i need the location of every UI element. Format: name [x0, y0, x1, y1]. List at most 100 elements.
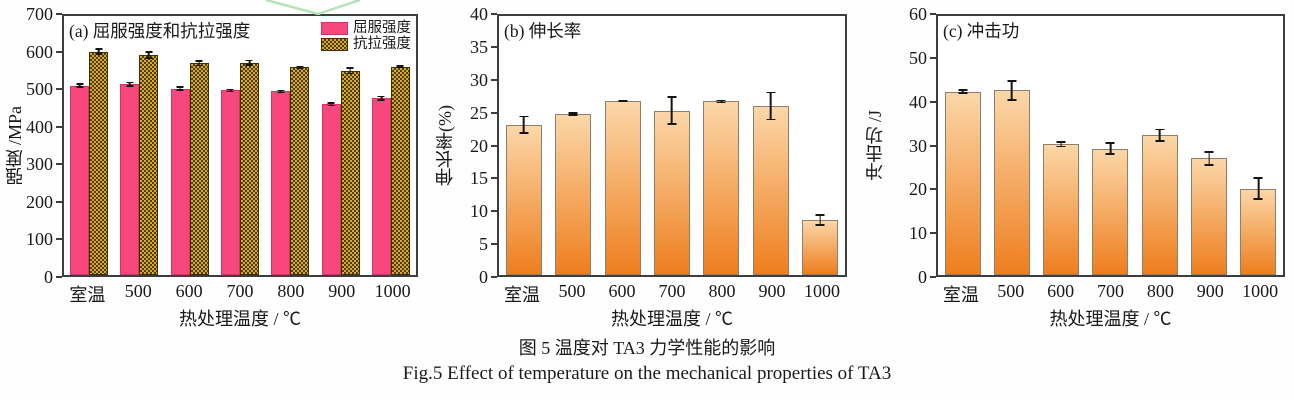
error-bar [716, 99, 726, 104]
bar-tensile-strength [89, 48, 109, 275]
x-category-label: 800 [708, 281, 736, 301]
error-bar [226, 88, 234, 93]
bar-group [64, 16, 114, 275]
error-bar-line [572, 111, 574, 116]
error-bar [1007, 79, 1017, 101]
caption-english: Fig.5 Effect of temperature on the mecha… [402, 363, 892, 384]
error-bar-line [1208, 151, 1210, 166]
error-bar-line [279, 89, 282, 94]
bar-group [987, 16, 1036, 275]
plot-frame: (c) 冲击功 [936, 14, 1285, 277]
bar-yield-strength [70, 82, 90, 275]
x-category-label: 600 [1047, 281, 1075, 301]
x-axis-title: 热处理温度 / ℃ [610, 309, 733, 329]
bars-area [938, 16, 1283, 275]
x-category-label: 室温 [504, 285, 540, 305]
y-axis: 0 100 200 300 400 500 600 700 [26, 4, 62, 287]
y-tick-mark [56, 88, 62, 91]
bar-yield-strength [321, 101, 341, 275]
error-bar [76, 82, 84, 89]
x-category-label: 900 [1196, 281, 1224, 301]
error-bar [519, 115, 529, 134]
bar-group [938, 16, 987, 275]
error-bar-line [1060, 141, 1063, 148]
error-bar [95, 48, 103, 55]
y-tick-label: 20 [470, 135, 488, 156]
error-bar-line [819, 214, 822, 226]
error-bar [766, 91, 776, 121]
error-bar-line [720, 99, 723, 104]
x-axis-categories: 室温 500 600 700 800 900 1000 [497, 281, 847, 307]
error-bar [296, 65, 304, 70]
y-axis-title: 伸长率(%) [435, 105, 455, 186]
error-bar [145, 51, 153, 59]
bar-impact-energy [944, 88, 981, 275]
error-bar-line [229, 88, 232, 93]
bar-impact-energy [1141, 128, 1178, 275]
y-tick-mark [930, 56, 936, 59]
y-tick-mark [56, 276, 62, 278]
bar-group [1086, 16, 1135, 275]
error-bar [1204, 151, 1214, 166]
y-tick-mark [491, 45, 497, 48]
bar-elongation [802, 214, 839, 275]
error-bar-line [179, 86, 182, 91]
y-tick-label: 40 [909, 91, 927, 112]
error-bar [126, 81, 134, 87]
y-axis-title: 冲击功 /J [865, 110, 885, 181]
error-bar [1253, 177, 1263, 201]
bar-yield-strength [120, 81, 140, 275]
error-bar [958, 88, 968, 95]
error-bar [377, 95, 385, 101]
error-bar [396, 65, 404, 69]
bar-tensile-strength [390, 65, 410, 275]
x-category-label: 800 [277, 281, 305, 301]
bar-group [1037, 16, 1086, 275]
y-tick-label: 400 [26, 116, 53, 137]
error-bar-line [399, 65, 402, 69]
bar-group [315, 16, 365, 275]
bar-elongation [555, 111, 592, 275]
legend-swatch-tensile-strength [321, 38, 348, 51]
y-tick-mark [491, 144, 497, 147]
y-tick-label: 700 [26, 4, 53, 24]
chart-panel-a-strength: 强度 /MPa 0 100 200 300 400 500 600 700 (a) 屈服强度和… [0, 0, 430, 334]
bar-tensile-strength [290, 65, 310, 275]
bar-group [796, 16, 845, 275]
bar-impact-energy [1191, 151, 1228, 275]
bar-yield-strength [220, 88, 240, 275]
x-category-label: 室温 [69, 285, 106, 305]
x-category-label: 500 [558, 281, 586, 301]
error-bar [618, 99, 628, 103]
figure-caption: 图 5 温度对 TA3 力学性能的影响 Fig.5 Effect of temp… [0, 336, 1294, 387]
bar-group [1184, 16, 1233, 275]
bar-tensile-strength [340, 67, 360, 275]
bar-tensile-strength [139, 51, 159, 275]
panel-title: (b) 伸长率 [504, 21, 582, 41]
x-axis-title: 热处理温度 / ℃ [1049, 309, 1172, 329]
y-tick-label: 200 [26, 191, 53, 212]
x-category-label: 1000 [374, 281, 411, 301]
bar-yield-strength [271, 89, 291, 275]
error-bar-line [380, 95, 383, 101]
x-category-label: 700 [658, 281, 686, 301]
bar-group [746, 16, 795, 275]
x-axis-title: 热处理温度 / ℃ [178, 309, 301, 329]
x-category-label: 1000 [1242, 281, 1279, 301]
legend-swatch-yield-strength [321, 22, 348, 35]
y-tick-label: 100 [26, 229, 53, 250]
bar-tensile-strength [239, 59, 259, 275]
x-category-label: 500 [997, 281, 1025, 301]
panel-title: (c) 冲击功 [943, 21, 1020, 41]
y-tick-mark [56, 50, 62, 53]
plot-frame: (b) 伸长率 [497, 14, 847, 277]
y-tick-label: 35 [470, 36, 488, 57]
x-category-label: 1000 [804, 281, 840, 301]
bar-group [114, 16, 164, 275]
y-tick-label: 600 [26, 41, 53, 62]
bars-area [64, 16, 416, 275]
error-bar-line [1158, 128, 1161, 142]
y-axis-title: 强度 /MPa [5, 105, 25, 186]
y-tick-label: 10 [470, 201, 488, 222]
bar-group [1234, 16, 1283, 275]
